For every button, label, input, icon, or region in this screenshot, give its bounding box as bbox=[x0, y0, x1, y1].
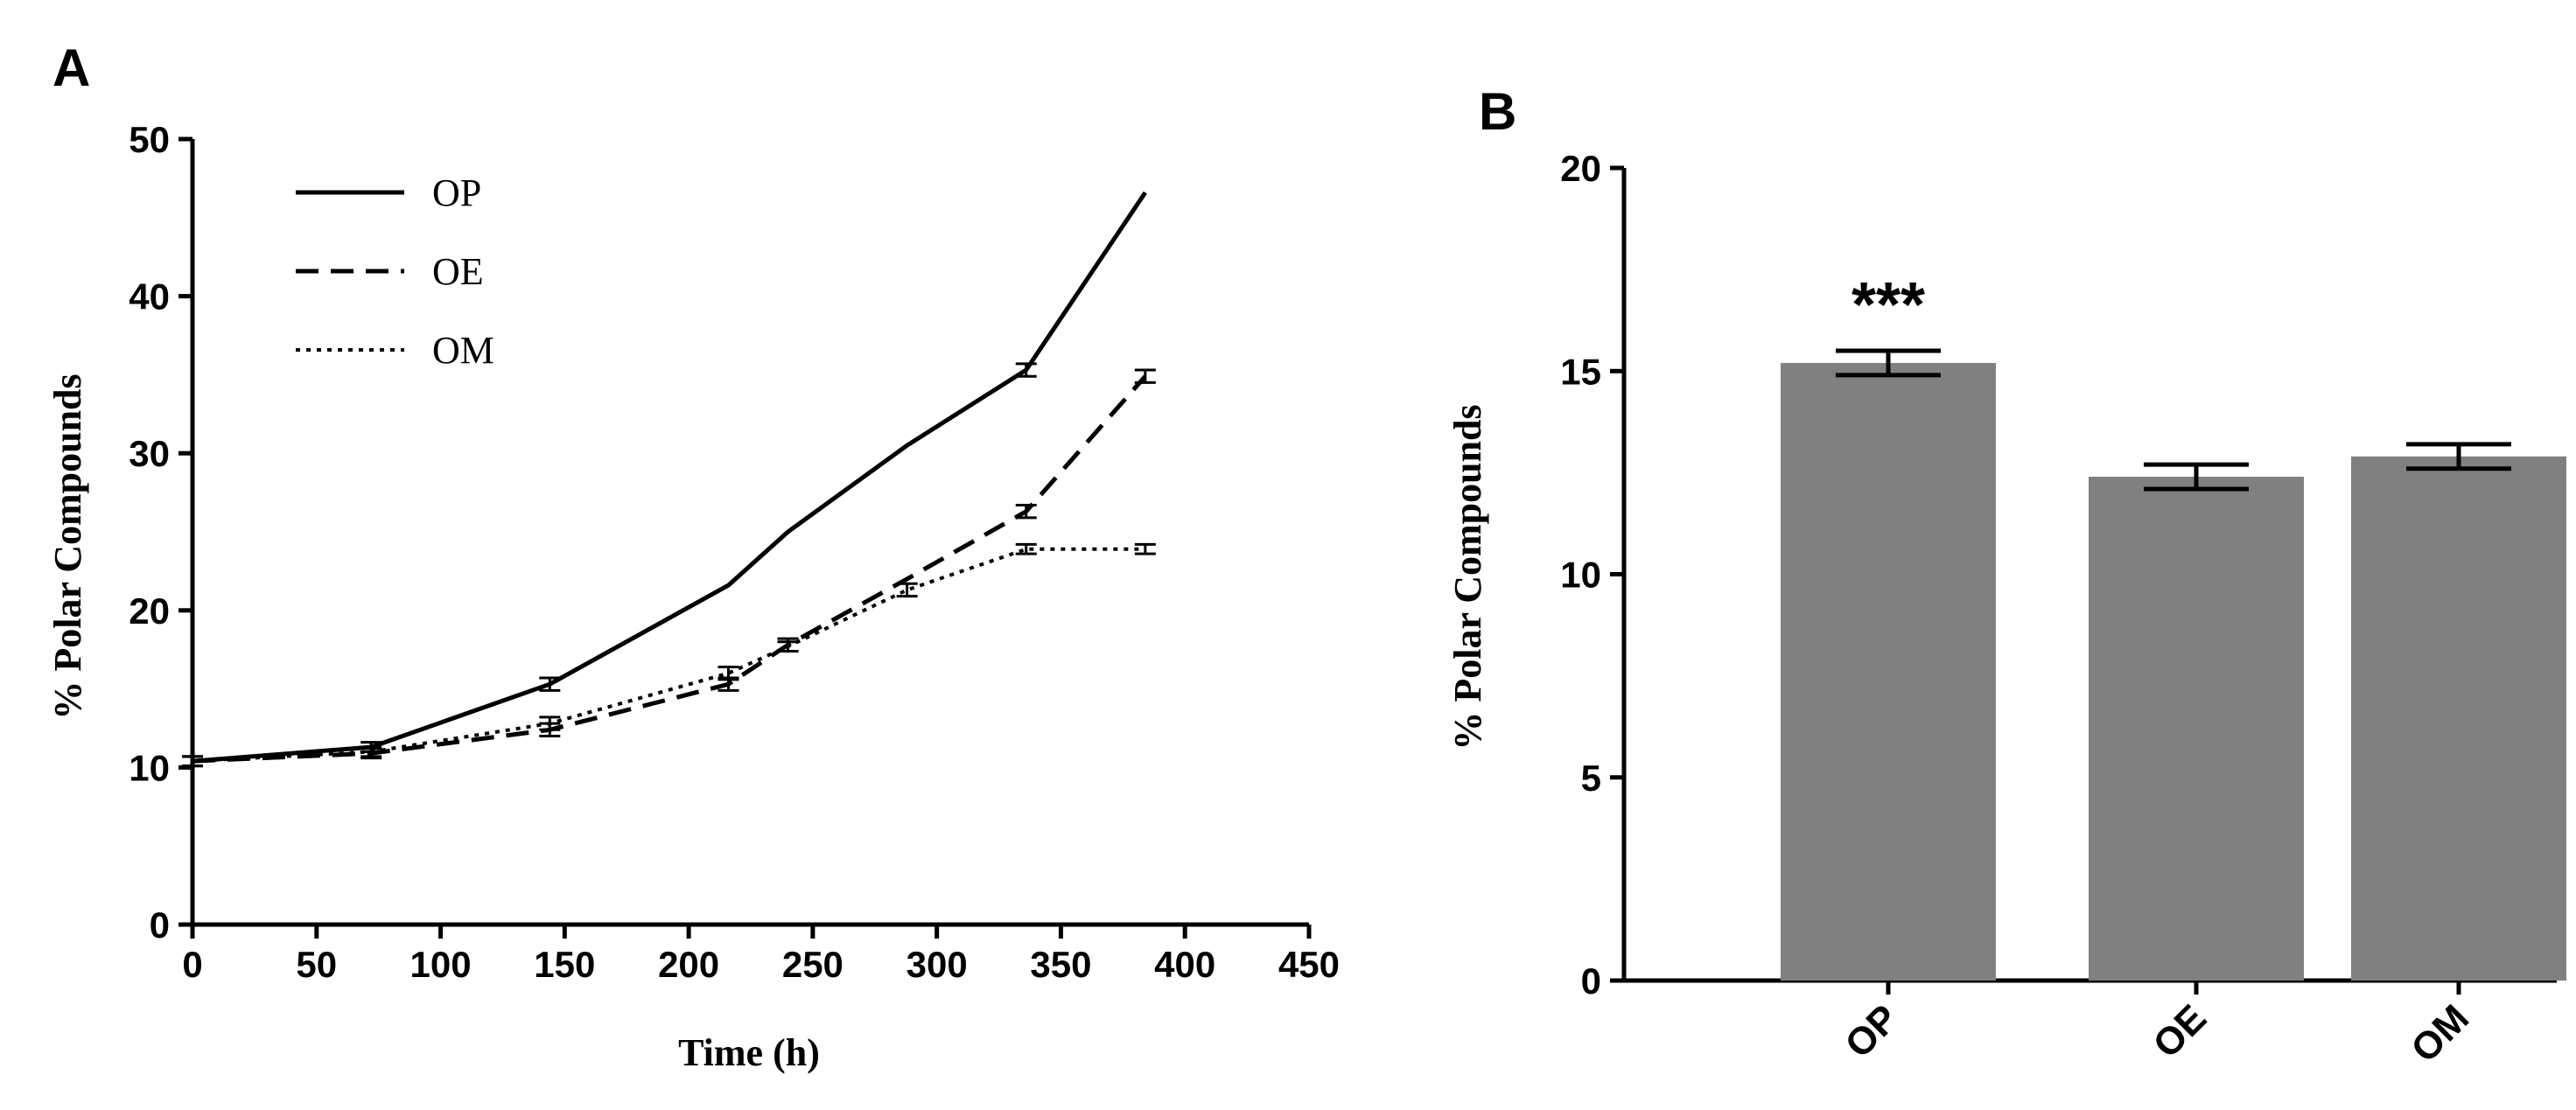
bar-op bbox=[1781, 362, 1996, 981]
panel-a: A % Polar Compounds Time (h) 0 10 20 30 40 50… bbox=[46, 38, 1340, 1074]
panel-a-x-tick-label: 0 bbox=[182, 944, 202, 985]
panel-a-y-tick-label: 40 bbox=[129, 276, 170, 318]
panel-label-b: B bbox=[1479, 82, 1516, 141]
panel-b-y-tick-label: 5 bbox=[1581, 757, 1601, 799]
panel-a-y-tick-label: 0 bbox=[150, 904, 170, 946]
error-bar-om bbox=[1015, 542, 1037, 555]
legend-label-oe: OE bbox=[432, 250, 484, 293]
bar-oe bbox=[2089, 477, 2304, 981]
panel-a-x-tick-label: 200 bbox=[658, 944, 719, 985]
error-bar-op bbox=[1836, 348, 1941, 378]
panel-b: B % Polar Compounds 0 5 10 15 20 *** OP OE OM bbox=[1446, 82, 2566, 1071]
panel-a-x-tick-label: 50 bbox=[296, 944, 337, 985]
panel-a-x-tick-label: 300 bbox=[906, 944, 968, 985]
panel-a-y-tick-label: 10 bbox=[129, 747, 170, 788]
error-bar-om bbox=[777, 640, 799, 653]
error-bar-oe bbox=[1015, 503, 1037, 520]
panel-b-y-axis-title: % Polar Compounds bbox=[1446, 404, 1489, 750]
panel-b-y-tick-label: 10 bbox=[1560, 555, 1601, 596]
significance-annotation: *** bbox=[1852, 270, 1925, 340]
panel-a-x-tick-label: 150 bbox=[534, 944, 595, 985]
panel-b-x-tick-label: OM bbox=[2403, 996, 2477, 1071]
panel-b-y-tick-label: 0 bbox=[1581, 960, 1601, 1002]
error-bar-om bbox=[896, 582, 918, 598]
panel-a-y-axis-title: % Polar Compounds bbox=[46, 373, 89, 719]
panel-a-y-tick-label: 20 bbox=[129, 590, 170, 632]
bar-om bbox=[2351, 456, 2566, 981]
panel-a-y-tick-label: 50 bbox=[129, 119, 170, 160]
error-bar-oe bbox=[1134, 368, 1156, 384]
panel-b-x-tick-label: OP bbox=[1837, 996, 1907, 1066]
panel-a-x-tick-label: 400 bbox=[1154, 944, 1215, 985]
panel-b-y-tick-label: 20 bbox=[1560, 148, 1601, 189]
error-bar-om bbox=[718, 665, 739, 681]
panel-label-a: A bbox=[52, 38, 90, 97]
panel-a-legend: OP OE OM bbox=[296, 171, 494, 372]
error-bar-om bbox=[182, 755, 203, 768]
panel-b-x-tick-label: OE bbox=[2145, 996, 2215, 1066]
error-bar-op bbox=[1015, 362, 1037, 378]
panel-a-x-tick-label: 100 bbox=[410, 944, 472, 985]
series-line-op bbox=[192, 191, 1147, 764]
legend-label-op: OP bbox=[432, 171, 481, 214]
error-bar-om bbox=[360, 745, 382, 758]
legend-label-om: OM bbox=[432, 329, 494, 372]
error-bar-om bbox=[1134, 542, 1156, 555]
error-bar-om bbox=[2406, 442, 2511, 471]
panel-a-x-tick-label: 250 bbox=[782, 944, 844, 985]
series-line-om bbox=[192, 547, 1145, 764]
series-line-oe bbox=[192, 374, 1147, 764]
panel-a-x-axis-title: Time (h) bbox=[678, 1031, 820, 1074]
panel-a-y-tick-label: 30 bbox=[129, 433, 170, 474]
panel-b-y-tick-label: 15 bbox=[1560, 351, 1601, 392]
error-bar-op bbox=[539, 676, 561, 692]
error-bar-om bbox=[539, 716, 561, 731]
panel-a-x-tick-label: 350 bbox=[1030, 944, 1091, 985]
panel-a-x-tick-label: 450 bbox=[1278, 944, 1340, 985]
error-bar-oe bbox=[2144, 462, 2249, 492]
